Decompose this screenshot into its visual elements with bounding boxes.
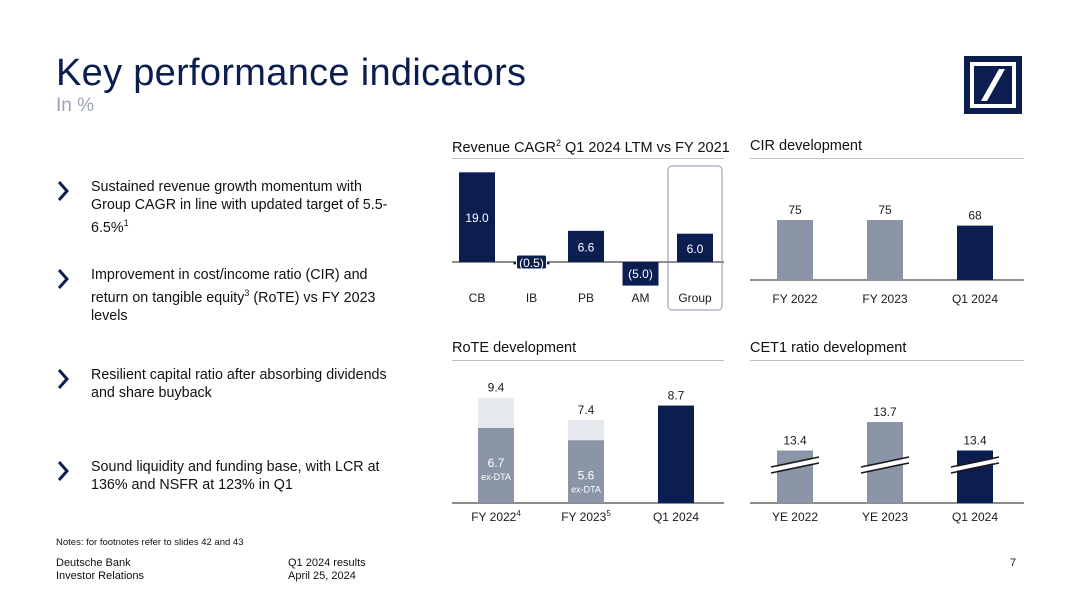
cir-title: CIR development [750, 138, 863, 154]
report-name: Q1 2024 results [288, 557, 366, 569]
data-label: 68 [968, 209, 982, 223]
bullet-text: Improvement in cost/income ratio (CIR) a… [91, 267, 376, 324]
bar-cb [459, 172, 495, 262]
bullet-text: Resilient capital ratio after absorbing … [91, 367, 387, 401]
tick-label: FY 20235 [561, 509, 611, 524]
divider [452, 158, 724, 159]
rote-chart: 6.7 ex-DTA 9.4 FY 20224 5.6 ex-DTA 7.4 FY 20235… [452, 381, 724, 524]
data-label: 75 [788, 203, 802, 217]
ex-dta-caption: ex-DTA [571, 484, 601, 494]
data-label: 9.4 [488, 381, 505, 395]
chevron-right-icon [57, 461, 70, 481]
axis-break-line [950, 462, 1000, 474]
ex-dta-label: 5.6 [578, 468, 595, 482]
divider [750, 158, 1024, 159]
department-name: Investor Relations [56, 570, 145, 582]
ex-dta-label: 6.7 [488, 456, 505, 470]
tick-label: AM [632, 291, 650, 305]
data-label: (0.5) [519, 256, 544, 270]
tick-label: IB [526, 291, 537, 305]
bar-q1-2024 [957, 225, 993, 280]
tick-label: CB [469, 291, 486, 305]
tick-label: Q1 2024 [653, 510, 699, 524]
chevron-right-icon [57, 269, 70, 289]
data-label: 19.0 [465, 211, 489, 225]
ex-dta-caption: ex-DTA [481, 472, 511, 482]
tick-label: YE 2023 [862, 510, 908, 524]
chevron-right-icon [57, 369, 70, 389]
footer-report: Q1 2024 results April 25, 2024 [288, 557, 366, 583]
page-number: 7 [1010, 557, 1017, 569]
label-background [516, 254, 547, 270]
data-label: 7.4 [578, 403, 595, 417]
tick-label: FY 2023 [862, 292, 907, 306]
deutsche-bank-logo [964, 56, 1022, 114]
bar-ye-2022 [777, 450, 813, 503]
footnotes: Notes: for footnotes refer to slides 42 … [56, 537, 244, 548]
tick-label: YE 2022 [772, 510, 818, 524]
page-subtitle: In % [56, 95, 95, 116]
axis-break-gap [951, 458, 999, 472]
bar-am [622, 262, 659, 286]
tick-label: Q1 2024 [952, 292, 998, 306]
data-label: 75 [878, 203, 892, 217]
tick-label: Group [678, 291, 712, 305]
tick-label: PB [578, 291, 594, 305]
tick-label: FY 2022 [772, 292, 817, 306]
data-label: (5.0) [628, 267, 653, 281]
bar-fy-2023 [867, 220, 903, 280]
bar-pb [568, 230, 604, 262]
data-label: 13.7 [873, 405, 897, 419]
bar-q1-2024 [957, 450, 993, 503]
data-label: 6.0 [687, 242, 704, 256]
data-label: 13.4 [783, 434, 807, 448]
revenue-cagr-chart: 19.0 CB (0.5) IB 6.6 PB (5.0) AM 6.0 Group [452, 165, 724, 311]
cet1-chart: 13.4 YE 2022 13.7 YE 2023 13.4 Q1 2024 [750, 405, 1024, 524]
company-name: Deutsche Bank [56, 557, 131, 569]
group-highlight-frame [667, 165, 723, 311]
divider [750, 360, 1024, 361]
page-title: Key performance indicators [56, 52, 527, 94]
axis-break-gap [861, 458, 909, 472]
cet1-title: CET1 ratio development [750, 340, 907, 356]
axis-break-gap [771, 458, 819, 472]
axis-break-line [770, 462, 820, 474]
bullet-text: Sustained revenue growth momentum with G… [91, 179, 388, 236]
report-date: April 25, 2024 [288, 570, 356, 582]
divider [452, 360, 724, 361]
revenue-cagr-title: Revenue CAGR2 Q1 2024 LTM vs FY 2021 [452, 138, 730, 156]
footer-company: Deutsche Bank Investor Relations [56, 557, 144, 583]
axis-break-line [860, 456, 910, 468]
cir-chart: 75 FY 2022 75 FY 2023 68 Q1 2024 [750, 203, 1024, 306]
data-label: 13.4 [963, 434, 987, 448]
tick-label: FY 20224 [471, 509, 521, 524]
axis-break-line [950, 456, 1000, 468]
rote-title: RoTE development [452, 340, 577, 356]
axis-break-line [770, 456, 820, 468]
bar-q1-2024 [658, 405, 694, 503]
chevron-right-icon [57, 181, 70, 201]
bar-fy-2022 [777, 220, 813, 280]
data-label: 8.7 [668, 389, 685, 403]
data-label: 6.6 [578, 240, 595, 254]
bullet-text: Sound liquidity and funding base, with L… [91, 459, 380, 493]
tick-label: Q1 2024 [952, 510, 998, 524]
bar-ex-dta-fy-2022 [478, 427, 514, 503]
bar-ex-dta-fy-2023 [568, 440, 604, 503]
axis-break-line [860, 462, 910, 474]
bar-group [677, 233, 713, 262]
